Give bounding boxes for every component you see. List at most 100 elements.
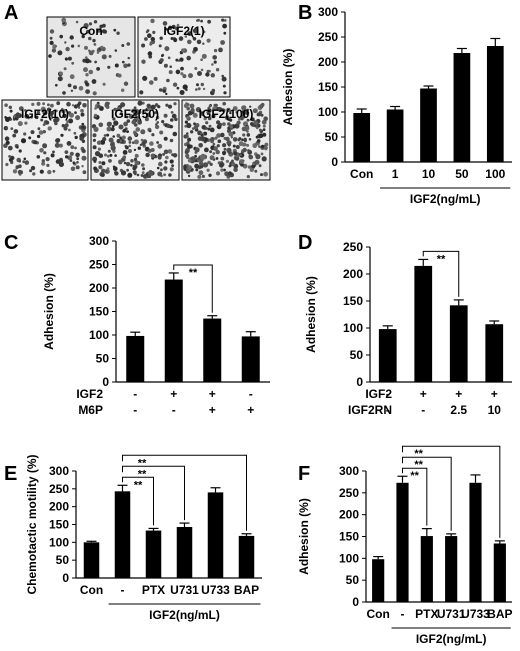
cell-dot	[142, 75, 148, 81]
bar	[493, 543, 506, 602]
cell-dot	[155, 115, 160, 120]
cell-dot	[196, 83, 199, 87]
cell-dot	[175, 26, 179, 31]
cell-dot	[201, 53, 207, 59]
cell-dot	[200, 58, 203, 61]
cell-dot	[72, 161, 76, 164]
cell-dot	[220, 168, 224, 172]
cell-dot	[182, 84, 188, 90]
row-label-value: -	[386, 387, 390, 401]
cell-dot	[161, 120, 165, 124]
row-label-value: +	[491, 387, 498, 401]
cell-dot	[116, 106, 121, 111]
cell-dot	[51, 48, 57, 53]
cell-dot	[209, 162, 213, 166]
cell-dot	[17, 169, 23, 175]
cell-dot	[209, 155, 215, 161]
group-label: IGF2(ng/mL)	[149, 608, 220, 622]
cell-dot	[63, 126, 68, 131]
cell-dot	[118, 159, 123, 165]
cell-dot	[101, 168, 105, 173]
cell-dot	[141, 59, 146, 64]
cell-dot	[180, 72, 184, 76]
cell-dot	[198, 161, 204, 166]
cell-dot	[248, 154, 254, 160]
cell-dot	[186, 55, 191, 61]
x-tick-label: -	[401, 607, 405, 621]
cell-dot	[235, 110, 238, 114]
cell-dot	[246, 143, 250, 147]
cell-dot	[245, 110, 250, 115]
cell-dot	[181, 48, 185, 53]
cell-dot	[137, 119, 143, 125]
cell-dot	[74, 111, 77, 114]
cell-dot	[187, 110, 193, 116]
cell-dot	[226, 107, 231, 113]
row-label-value: -	[133, 387, 137, 401]
cell-dot	[47, 126, 52, 131]
cell-dot	[169, 159, 174, 164]
cell-dot	[23, 157, 27, 161]
cell-dot	[187, 137, 192, 142]
cell-dot	[140, 174, 144, 177]
cell-dot	[71, 44, 75, 48]
cell-dot	[187, 174, 191, 178]
cell-dot	[252, 108, 258, 114]
cell-dot	[20, 138, 27, 144]
cell-dot	[140, 138, 144, 142]
row-label-name: M6P	[78, 403, 103, 417]
cell-dot	[66, 141, 72, 146]
cell-dot	[192, 37, 197, 41]
cell-dot	[241, 126, 247, 132]
cell-dot	[61, 124, 65, 128]
cell-dot	[126, 119, 131, 123]
cell-dot	[123, 81, 129, 86]
cell-dot	[118, 124, 124, 130]
row-label-name: IGF2	[76, 387, 103, 401]
cell-dot	[194, 147, 200, 153]
cell-dot	[212, 152, 216, 155]
cell-dot	[169, 138, 174, 143]
cell-dot	[168, 25, 173, 30]
bar	[486, 46, 504, 162]
x-tick-label: PTX	[142, 583, 165, 597]
cell-dot	[81, 165, 84, 168]
cell-dot	[155, 123, 158, 126]
cell-dot	[69, 159, 73, 162]
cell-dot	[85, 73, 89, 77]
cell-dot	[167, 149, 173, 154]
cell-dot	[5, 117, 10, 122]
cell-dot	[32, 172, 36, 176]
cell-dot	[158, 161, 163, 167]
bar	[207, 492, 224, 578]
cell-dot	[252, 162, 255, 166]
panel-letter-c: C	[4, 232, 18, 254]
cell-dot	[96, 28, 102, 33]
cell-dot	[104, 101, 110, 107]
cell-dot	[15, 166, 19, 170]
row-label-value: -	[133, 403, 137, 417]
y-tick-label: 50	[56, 553, 70, 567]
cell-dot	[83, 67, 88, 73]
cell-dot	[208, 173, 212, 177]
cell-dot	[193, 122, 196, 126]
cell-dot	[252, 143, 258, 148]
cell-dot	[263, 145, 268, 151]
cell-dot	[197, 87, 201, 91]
cell-dot	[207, 106, 210, 110]
cell-dot	[246, 108, 250, 112]
cell-dot	[223, 31, 227, 35]
cell-dot	[228, 164, 232, 168]
cell-dot	[172, 131, 178, 137]
cell-dot	[215, 171, 221, 176]
cell-dot	[212, 55, 217, 60]
y-tick-label: 50	[350, 348, 364, 362]
cell-dot	[202, 42, 205, 45]
cell-dot	[150, 36, 155, 42]
cell-dot	[210, 73, 215, 78]
cell-dot	[93, 159, 97, 163]
cell-dot	[187, 165, 193, 170]
cell-dot	[13, 129, 19, 134]
cell-dot	[34, 115, 39, 120]
cell-dot	[148, 171, 154, 177]
